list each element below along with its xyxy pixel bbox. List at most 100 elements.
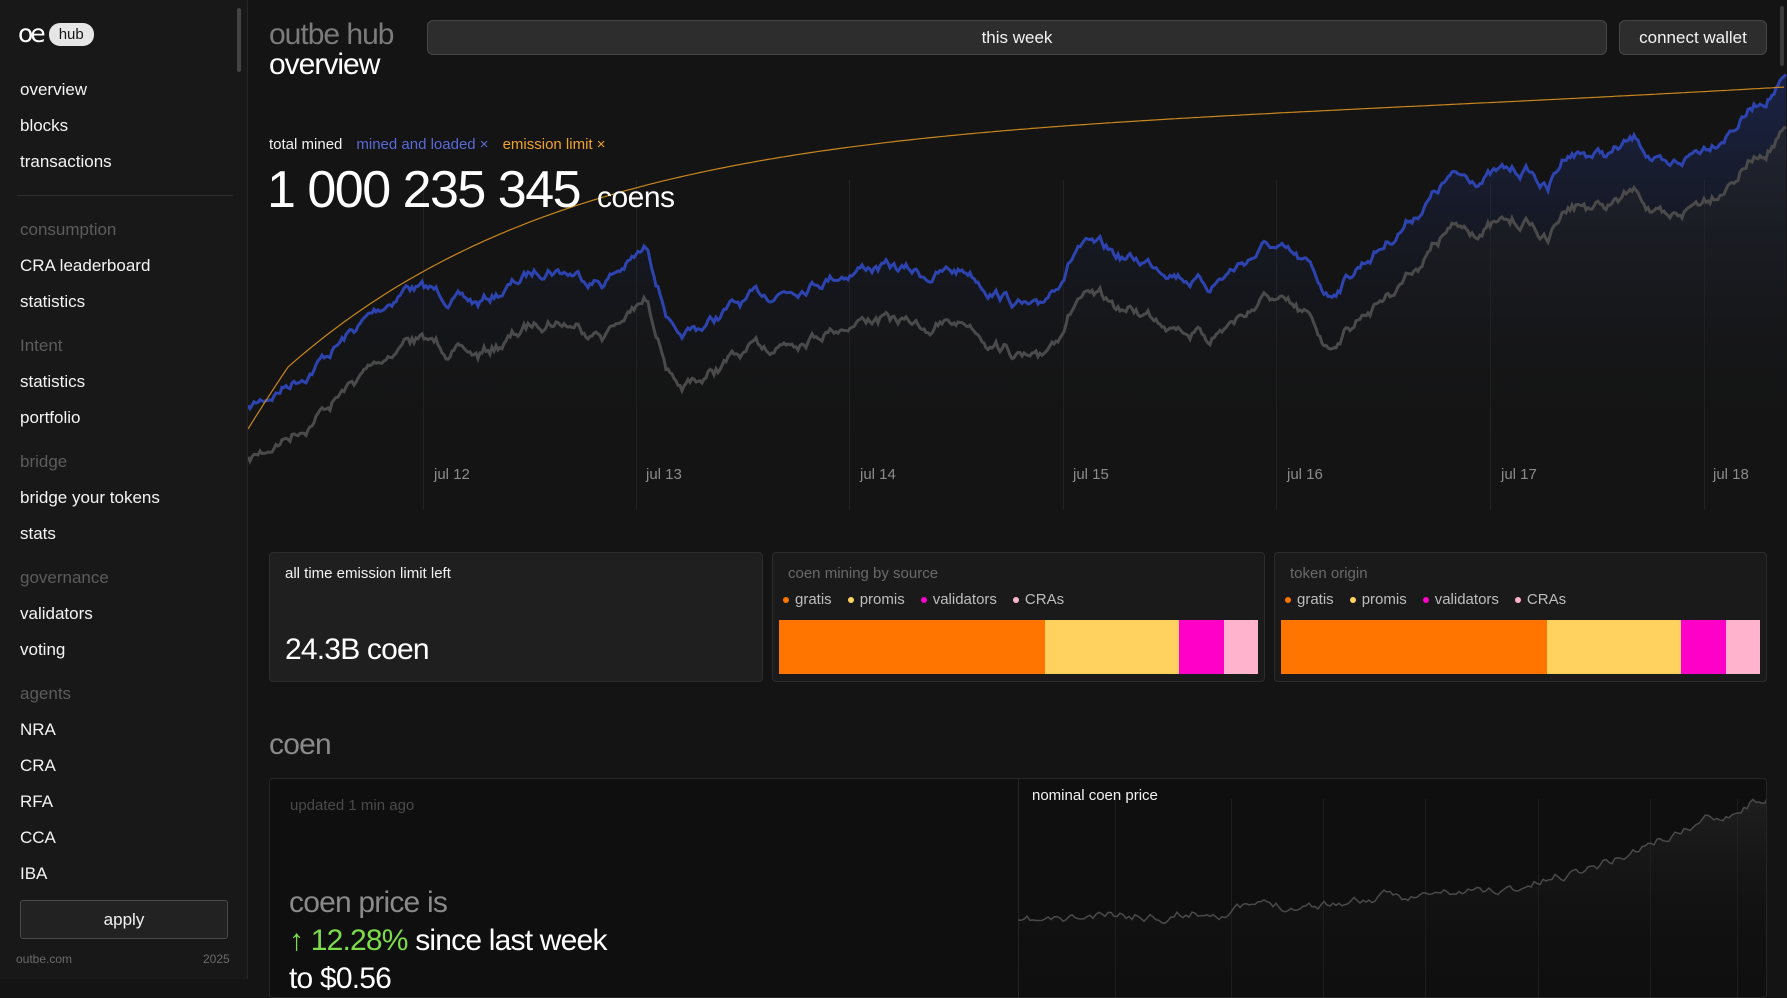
total-mined-unit: coens [597, 181, 675, 214]
logo-badge: hub [48, 22, 94, 46]
sidebar-item-voting[interactable]: voting [20, 640, 66, 659]
x-label: jul 15 [1073, 466, 1109, 483]
section-title-agents: agents [20, 684, 72, 703]
token-origin-card: token origin gratis promis validators CR… [1274, 552, 1767, 682]
sidebar-item-overview[interactable]: overview [20, 80, 88, 99]
connect-wallet-button[interactable]: connect wallet [1619, 20, 1767, 55]
grid-line [1115, 799, 1116, 997]
x-label: jul 13 [646, 466, 682, 483]
sidebar-item-transactions[interactable]: transactions [20, 152, 112, 171]
price-line-3: to $0.56 [289, 962, 392, 995]
mined-chart [248, 73, 1787, 510]
legend-promis: promis [1349, 591, 1407, 608]
sidebar-item-portfolio[interactable]: portfolio [20, 408, 81, 427]
sidebar-item-blocks[interactable]: blocks [20, 116, 69, 135]
price-line [1018, 798, 1766, 925]
section-title-governance: governance [20, 568, 109, 587]
emission-limit-card: all time emission limit left 24.3B coen [269, 552, 763, 682]
origin-card-title: token origin [1290, 565, 1368, 582]
emission-limit-line [248, 86, 1785, 430]
coen-section-title: coen [269, 728, 332, 761]
x-label: jul 12 [434, 466, 470, 483]
cras-dot-icon [1012, 596, 1019, 603]
logo[interactable]: oe hub [18, 20, 94, 48]
sidebar-item-bridge-stats[interactable]: stats [20, 524, 56, 543]
main-scrollbar[interactable] [1780, 6, 1784, 66]
stack-segment-promis [1044, 620, 1179, 674]
mining-card-title: coen mining by source [788, 565, 939, 582]
gratis-dot-icon [783, 596, 789, 603]
sidebar-item-iba[interactable]: IBA [20, 864, 48, 883]
apply-button[interactable]: apply [20, 900, 228, 939]
price-line-1: coen price is [289, 886, 448, 919]
section-title-intent: Intent [20, 336, 63, 355]
footer-year: 2025 [203, 952, 230, 966]
total-area [248, 127, 1787, 462]
stack-segment-cras [1224, 620, 1258, 674]
legend-emission-limit[interactable]: emission limit × [502, 136, 606, 153]
stack-segment-promis [1546, 620, 1681, 674]
legend-promis: promis [847, 591, 905, 608]
price-area [1018, 799, 1766, 997]
promis-dot-icon [847, 596, 854, 603]
price-change: ↑ 12.28% [289, 924, 408, 957]
x-label: jul 18 [1713, 466, 1749, 483]
mining-source-card: coen mining by source gratis promis vali… [772, 552, 1265, 682]
emission-card-value: 24.3B coen [285, 633, 430, 666]
stack-segment-gratis [779, 620, 1045, 674]
footer-site[interactable]: outbe.com [16, 952, 73, 966]
mining-stacked-bar [779, 620, 1258, 674]
legend-cras: CRAs [1514, 591, 1566, 608]
sidebar: oe hub overview blocks transactions cons… [0, 0, 248, 979]
stack-segment-gratis [1281, 620, 1547, 674]
validators-dot-icon [1422, 596, 1429, 603]
stack-segment-validators [1178, 620, 1225, 674]
page-title: overview [269, 48, 380, 81]
section-title-consumption: consumption [20, 220, 117, 239]
sidebar-item-cra[interactable]: CRA [20, 756, 56, 775]
origin-legend: gratis promis validators CRAs [1285, 591, 1566, 608]
sidebar-item-consumption-statistics[interactable]: statistics [20, 292, 86, 311]
price-since: since last week [407, 924, 607, 957]
total-mined-value: 1 000 235 345 coens [267, 160, 675, 228]
grid-line [1323, 799, 1324, 997]
emission-card-title: all time emission limit left [285, 565, 451, 582]
coen-price-card: updated 1 min ago coen price is ↑ 12.28%… [269, 778, 1767, 998]
x-label: jul 14 [860, 466, 896, 483]
validators-dot-icon [920, 596, 927, 603]
sidebar-item-intent-statistics[interactable]: statistics [20, 372, 86, 391]
sidebar-scrollbar[interactable] [237, 8, 241, 72]
period-selector[interactable]: this week [427, 20, 1607, 55]
mining-legend: gratis promis validators CRAs [783, 591, 1064, 608]
updated-timestamp: updated 1 min ago [290, 797, 415, 814]
legend-mined-loaded[interactable]: mined and loaded × [356, 136, 489, 153]
origin-stacked-bar [1281, 620, 1760, 674]
price-line-2: ↑ 12.28% since last week [289, 922, 607, 960]
sidebar-item-bridge-tokens[interactable]: bridge your tokens [20, 488, 160, 507]
price-chart-title: nominal coen price [1032, 787, 1158, 804]
brand-name: outbe hub [269, 18, 394, 51]
sidebar-item-cra-leaderboard[interactable]: CRA leaderboard [20, 256, 151, 275]
logo-mark: oe [18, 19, 46, 48]
sidebar-item-cca[interactable]: CCA [20, 828, 56, 847]
promis-dot-icon [1349, 596, 1356, 603]
section-title-bridge: bridge [20, 452, 68, 471]
x-label: jul 17 [1501, 466, 1537, 483]
sidebar-item-validators[interactable]: validators [20, 604, 93, 623]
legend-gratis: gratis [1285, 591, 1334, 608]
stack-segment-cras [1726, 620, 1760, 674]
legend-cras: CRAs [1012, 591, 1064, 608]
cras-dot-icon [1514, 596, 1521, 603]
stack-segment-validators [1680, 620, 1727, 674]
mined-loaded-line [248, 73, 1787, 412]
nominal-price-chart [1018, 779, 1766, 997]
legend-total-mined: total mined [269, 136, 343, 153]
legend-gratis: gratis [783, 591, 832, 608]
sidebar-divider [17, 195, 233, 196]
sidebar-item-nra[interactable]: NRA [20, 720, 56, 739]
sidebar-item-rfa[interactable]: RFA [20, 792, 54, 811]
total-mined-line [248, 125, 1787, 465]
x-label: jul 16 [1287, 466, 1323, 483]
grid-line [1231, 799, 1232, 997]
chart-legend: total mined mined and loaded × emission … [269, 136, 606, 153]
